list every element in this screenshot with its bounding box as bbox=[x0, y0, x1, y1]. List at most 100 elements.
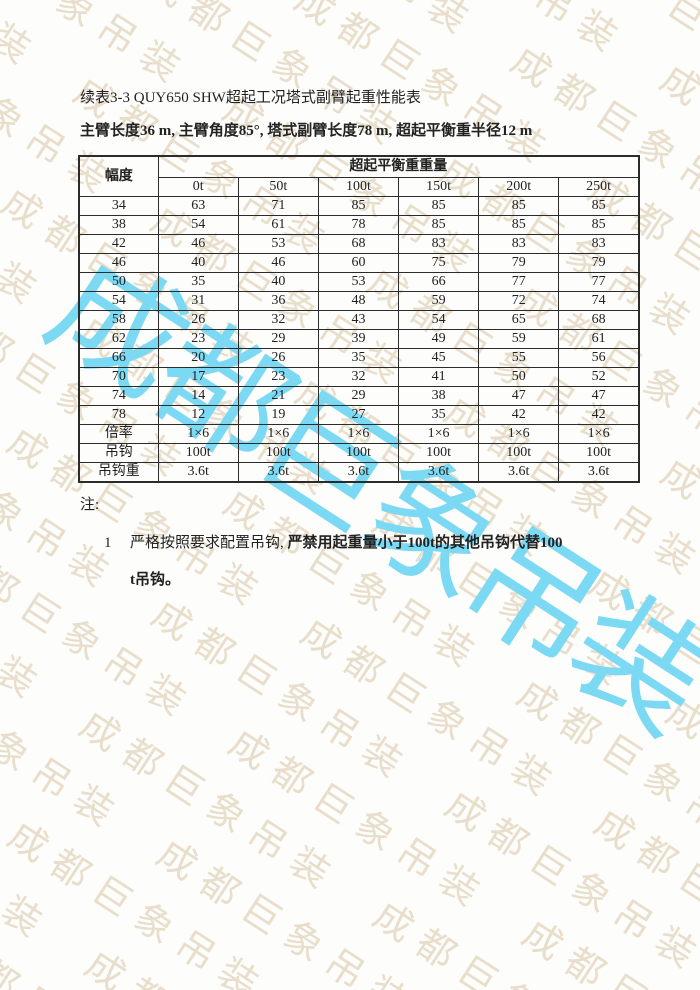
table-cell: 85 bbox=[397, 196, 480, 216]
table-condition-line: 主臂长度36 m, 主臂角度85°, 塔式副臂长度78 m, 超起平衡重半径12… bbox=[80, 123, 533, 139]
table-cell: 3.6t bbox=[157, 462, 239, 483]
table-cell: 1×6 bbox=[157, 424, 239, 444]
table-cell: 77 bbox=[558, 272, 640, 292]
row-label-cell: 62 bbox=[78, 329, 159, 349]
column-header: 50t bbox=[237, 177, 319, 197]
table-cell: 1×6 bbox=[478, 424, 560, 444]
table-cell: 42 bbox=[478, 405, 560, 425]
table-cell: 35 bbox=[317, 348, 400, 368]
row-label-cell: 46 bbox=[78, 253, 159, 273]
row-label-cell: 倍率 bbox=[78, 424, 159, 444]
table-cell: 55 bbox=[478, 348, 560, 368]
table-cell: 45 bbox=[397, 348, 480, 368]
table-cell: 3.6t bbox=[237, 462, 319, 483]
table-cell: 23 bbox=[237, 367, 319, 387]
table-cell: 100t bbox=[317, 443, 400, 463]
table-cell: 3.6t bbox=[478, 462, 560, 483]
table-cell: 71 bbox=[237, 196, 319, 216]
table-cell: 29 bbox=[317, 386, 400, 406]
table-cell: 26 bbox=[237, 348, 319, 368]
table-cell: 68 bbox=[317, 234, 400, 254]
table-cell: 68 bbox=[558, 310, 640, 330]
table-cell: 60 bbox=[317, 253, 400, 273]
note-number: 1 bbox=[104, 535, 112, 551]
table-cell: 35 bbox=[157, 272, 239, 292]
table-cell: 79 bbox=[558, 253, 640, 273]
table-cell: 85 bbox=[397, 215, 480, 235]
table-cell: 56 bbox=[558, 348, 640, 368]
group-header-row: 幅度 超起平衡重重量 bbox=[78, 155, 640, 197]
note-line-1: 严格按照要求配置吊钩, 严禁用起重量小于100t的其他吊钩代替100 bbox=[130, 525, 563, 562]
table-row: 62 23 29 39 49 59 61 bbox=[78, 329, 640, 349]
table-cell: 85 bbox=[317, 196, 400, 216]
table-cell: 20 bbox=[157, 348, 239, 368]
table-cell: 53 bbox=[237, 234, 319, 254]
table-cell: 72 bbox=[478, 291, 560, 311]
table-cell: 26 bbox=[157, 310, 239, 330]
table-cell: 14 bbox=[157, 386, 239, 406]
table-cell: 53 bbox=[317, 272, 400, 292]
column-header: 0t bbox=[157, 177, 239, 197]
row-label-cell: 54 bbox=[78, 291, 159, 311]
table-cell: 54 bbox=[397, 310, 480, 330]
table-cell: 100t bbox=[157, 443, 239, 463]
table-cell: 50 bbox=[478, 367, 560, 387]
table-cell: 100t bbox=[558, 443, 640, 463]
table-cell: 100t bbox=[478, 443, 560, 463]
row-label-cell: 38 bbox=[78, 215, 159, 235]
row-label-cell: 42 bbox=[78, 234, 159, 254]
table-row: 54 31 36 48 59 72 74 bbox=[78, 291, 640, 311]
note-item: 1 严格按照要求配置吊钩, 严禁用起重量小于100t的其他吊钩代替100 t吊钩… bbox=[80, 525, 563, 599]
table-cell: 1×6 bbox=[558, 424, 640, 444]
table-cell: 32 bbox=[237, 310, 319, 330]
table-cell: 61 bbox=[237, 215, 319, 235]
table-row: 74 14 21 29 38 47 47 bbox=[78, 386, 640, 406]
note-text-regular: 严格按照要求配置吊钩, bbox=[130, 535, 288, 551]
table-cell: 41 bbox=[397, 367, 480, 387]
table-cell: 83 bbox=[558, 234, 640, 254]
table-cell: 35 bbox=[397, 405, 480, 425]
table-row: 34 63 71 85 85 85 85 bbox=[78, 196, 640, 216]
row-label-cell: 66 bbox=[78, 348, 159, 368]
table-row: 50 35 40 53 66 77 77 bbox=[78, 272, 640, 292]
table-body: 34 63 71 85 85 85 85 38 54 61 78 85 85 85 42 46 53 68 83 83… bbox=[78, 196, 640, 483]
table-cell: 1×6 bbox=[237, 424, 319, 444]
row-label-cell: 吊钩重 bbox=[78, 462, 159, 483]
load-chart-table: 幅度 超起平衡重重量 0t 50t 100t 150t 200t 250t 34 63 71 8… bbox=[78, 155, 640, 483]
column-header: 100t bbox=[317, 177, 400, 197]
column-header-row: 0t 50t 100t 150t 200t 250t bbox=[79, 177, 640, 197]
table-cell: 31 bbox=[157, 291, 239, 311]
table-row: 66 20 26 35 45 55 56 bbox=[78, 348, 640, 368]
table-cell: 85 bbox=[558, 215, 640, 235]
table-cell: 3.6t bbox=[558, 462, 640, 483]
table-cell: 77 bbox=[478, 272, 560, 292]
table-cell: 23 bbox=[157, 329, 239, 349]
table-cell: 49 bbox=[397, 329, 480, 349]
table-cell: 47 bbox=[478, 386, 560, 406]
column-header: 250t bbox=[558, 177, 640, 197]
table-cell: 38 bbox=[397, 386, 480, 406]
table-row: 吊钩 100t 100t 100t 100t 100t 100t bbox=[78, 443, 640, 463]
table-cell: 83 bbox=[397, 234, 480, 254]
row-label-cell: 58 bbox=[78, 310, 159, 330]
table-cell: 40 bbox=[237, 272, 319, 292]
table-cell: 66 bbox=[397, 272, 480, 292]
table-row: 吊钩重 3.6t 3.6t 3.6t 3.6t 3.6t 3.6t bbox=[78, 462, 640, 483]
note-text-bold: 严禁用起重量小于100t的其他吊钩代替100 bbox=[287, 535, 563, 551]
table-cell: 43 bbox=[317, 310, 400, 330]
table-cell: 85 bbox=[478, 215, 560, 235]
table-cell: 42 bbox=[558, 405, 640, 425]
table-cell: 27 bbox=[317, 405, 400, 425]
table-cell: 63 bbox=[157, 196, 239, 216]
row-label-cell: 34 bbox=[78, 196, 159, 216]
row-label-cell: 50 bbox=[78, 272, 159, 292]
table-cell: 46 bbox=[237, 253, 319, 273]
table-cell: 52 bbox=[558, 367, 640, 387]
table-row: 46 40 46 60 75 79 79 bbox=[78, 253, 640, 273]
table-cell: 74 bbox=[558, 291, 640, 311]
table-cell: 36 bbox=[237, 291, 319, 311]
table-cell: 39 bbox=[317, 329, 400, 349]
column-header: 200t bbox=[478, 177, 560, 197]
notes-section: 注: 1 严格按照要求配置吊钩, 严禁用起重量小于100t的其他吊钩代替100 … bbox=[80, 495, 563, 599]
table-cell: 100t bbox=[237, 443, 319, 463]
